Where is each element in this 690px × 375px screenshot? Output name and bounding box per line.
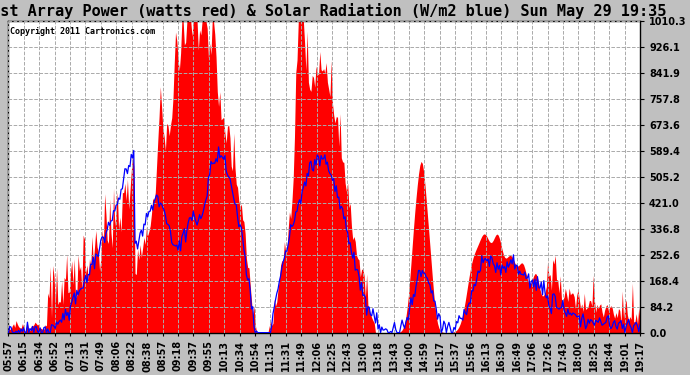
Title: East Array Power (watts red) & Solar Radiation (W/m2 blue) Sun May 29 19:35: East Array Power (watts red) & Solar Rad… [0,3,667,20]
Text: Copyright 2011 Cartronics.com: Copyright 2011 Cartronics.com [10,27,155,36]
